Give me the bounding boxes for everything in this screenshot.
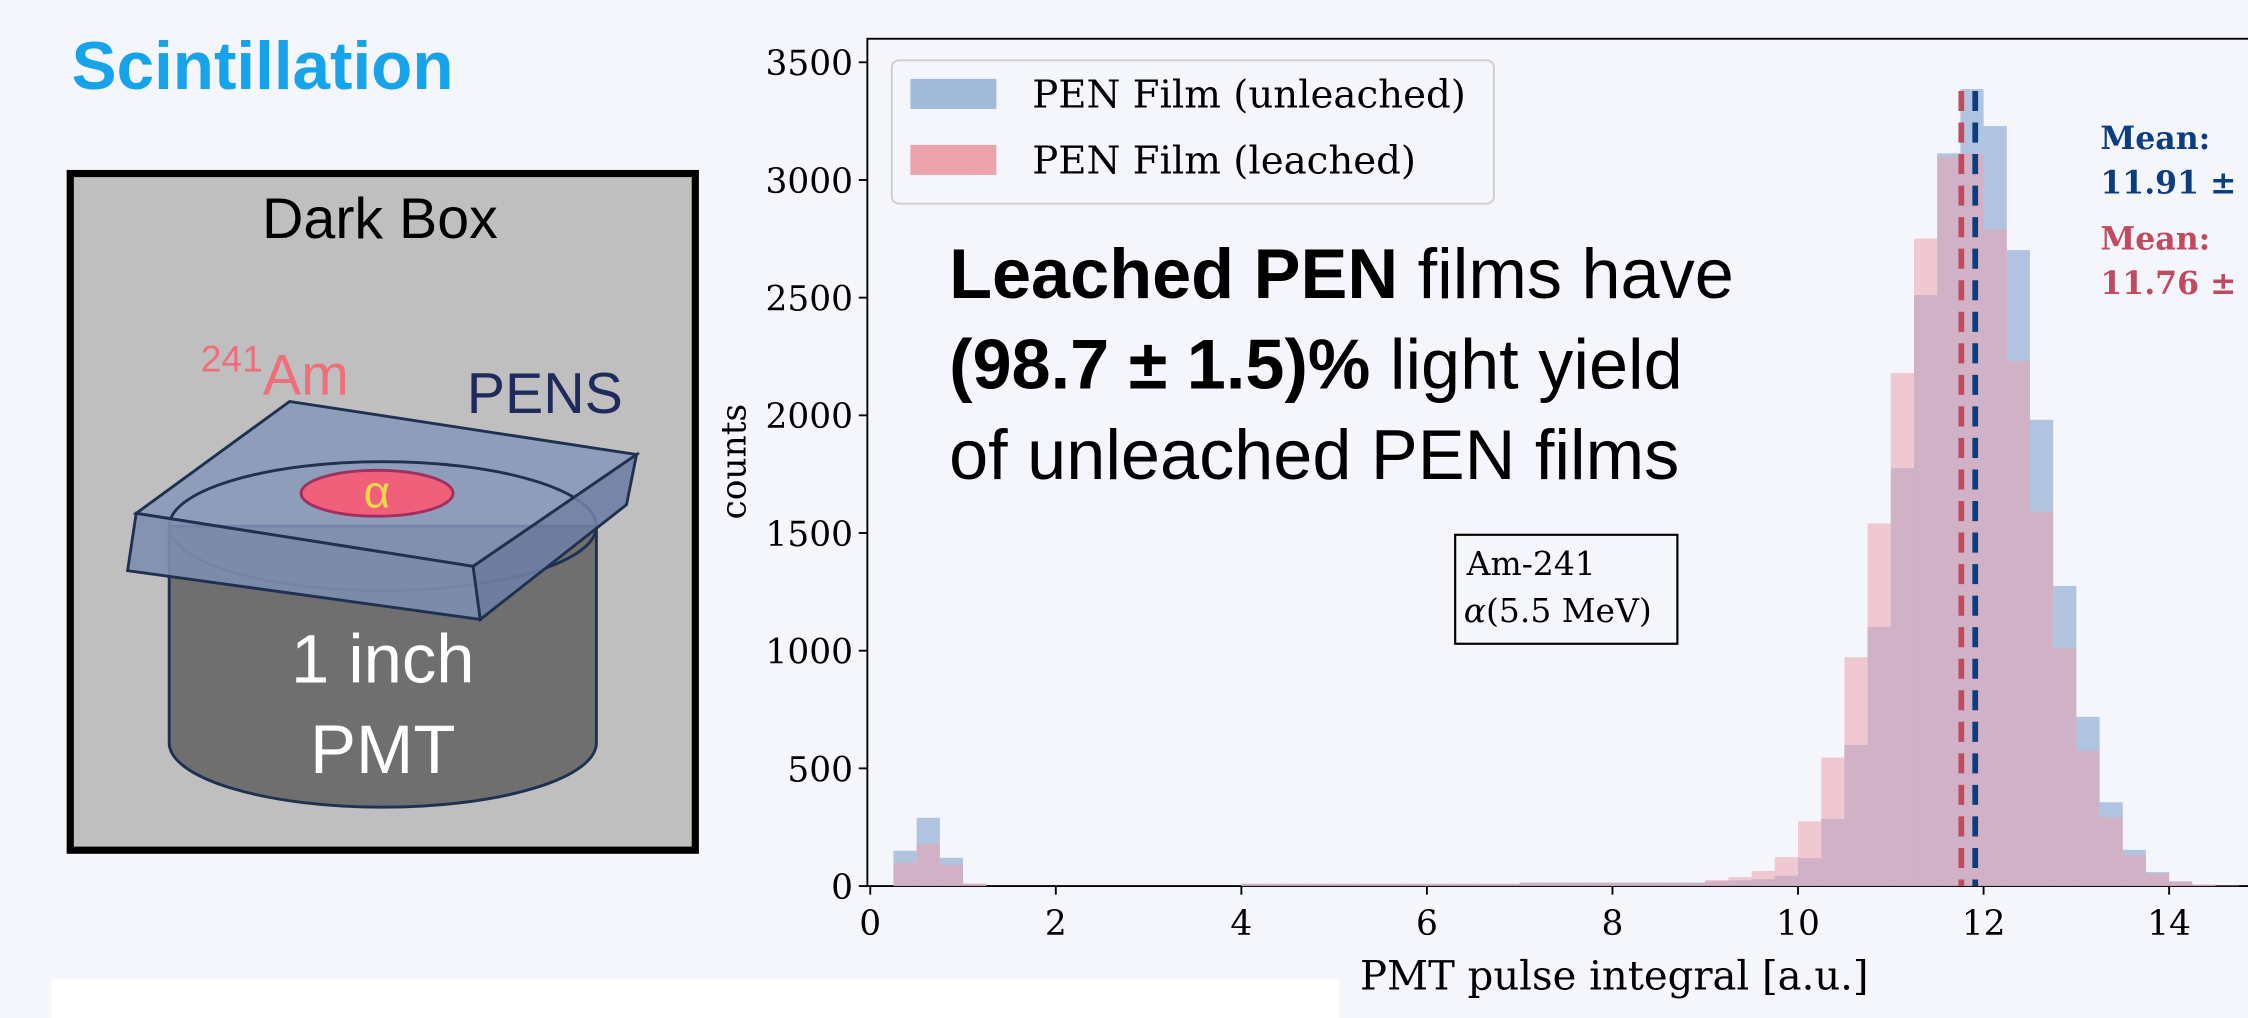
source-energy: (5.5 MeV) xyxy=(1486,591,1652,630)
bar xyxy=(1752,871,1775,886)
bar xyxy=(1659,883,1682,886)
film-label: PENS xyxy=(467,362,623,426)
y-tick-label: 2500 xyxy=(766,280,854,320)
isotope-symbol: Am xyxy=(263,343,349,407)
legend-label: PEN Film (unleached) xyxy=(1032,73,1466,118)
x-tick-label: 0 xyxy=(859,904,881,944)
annotation: Leached PEN films have (98.7 ± 1.5)% lig… xyxy=(949,234,1734,494)
x-axis-label: PMT pulse integral [a.u.] xyxy=(1360,953,1869,999)
bar xyxy=(1612,883,1635,886)
bar xyxy=(1589,883,1612,886)
bar xyxy=(1473,884,1496,886)
annotation-text: light yield xyxy=(1370,325,1682,404)
y-tick-label: 1000 xyxy=(766,633,854,673)
bar xyxy=(1821,758,1844,887)
bar xyxy=(1288,884,1311,886)
bar xyxy=(1334,884,1357,886)
legend-swatch xyxy=(910,145,996,175)
annotation-line: (98.7 ± 1.5)% light yield xyxy=(949,325,1683,404)
bar xyxy=(1868,523,1891,886)
particle-label: α xyxy=(364,466,391,518)
bar xyxy=(2053,648,2076,886)
x-tick-label: 12 xyxy=(1962,904,2006,944)
bar xyxy=(2123,855,2146,886)
box-label: Dark Box xyxy=(262,187,498,251)
bar xyxy=(1543,883,1566,886)
source-text: α(5.5 MeV) xyxy=(1464,591,1652,630)
source-symbol: α xyxy=(1464,591,1486,630)
pmt-label: PMT xyxy=(310,711,455,788)
bar xyxy=(1728,877,1751,886)
slide: Scintillation Dark Box 241Am PENS α 1 in… xyxy=(0,0,2248,1018)
bar xyxy=(963,884,986,886)
bar xyxy=(1937,157,1960,886)
bar xyxy=(1496,884,1519,886)
x-tick-label: 14 xyxy=(2147,904,2191,944)
legend-label: PEN Film (leached) xyxy=(1032,139,1416,184)
mean-label: 11.76 ± 0 xyxy=(2100,265,2248,302)
source-text: Am-241 xyxy=(1466,544,1596,583)
bar xyxy=(1775,857,1798,886)
bar xyxy=(1914,239,1937,886)
annotation-bold: (98.7 ± 1.5)% xyxy=(949,325,1370,404)
bar xyxy=(917,844,940,886)
bar xyxy=(893,863,916,887)
bar xyxy=(1241,884,1264,886)
y-tick-label: 3000 xyxy=(766,162,854,202)
y-tick-label: 2000 xyxy=(766,397,854,437)
annotation-line: Leached PEN films have xyxy=(949,234,1734,313)
mean-label: 11.91 ± 0 xyxy=(2100,165,2248,202)
y-tick-label: 0 xyxy=(831,868,853,908)
mean-title: Mean: xyxy=(2100,221,2210,258)
bar xyxy=(1404,884,1427,886)
bar xyxy=(1357,884,1380,886)
y-axis-label: counts xyxy=(715,404,755,520)
bar xyxy=(2192,885,2215,886)
bar xyxy=(1265,884,1288,886)
diagram: Dark Box 241Am PENS α 1 inch PMT xyxy=(70,174,695,851)
bar xyxy=(1381,884,1404,886)
bar xyxy=(2146,874,2169,886)
y-tick-label: 500 xyxy=(787,750,853,790)
bar xyxy=(1705,880,1728,886)
legend-swatch xyxy=(910,79,996,109)
bar xyxy=(2100,818,2123,886)
bar xyxy=(1566,883,1589,886)
bar xyxy=(1636,883,1659,886)
x-tick-label: 8 xyxy=(1602,904,1624,944)
x-tick-label: 10 xyxy=(1776,904,1820,944)
bar xyxy=(1844,657,1867,886)
bar xyxy=(1427,884,1450,886)
text-panel xyxy=(52,979,1339,1018)
pmt-label: 1 inch xyxy=(291,620,475,697)
isotope-mass: 241 xyxy=(201,337,263,379)
bar xyxy=(1798,821,1821,886)
x-tick-label: 6 xyxy=(1416,904,1438,944)
bar xyxy=(940,865,963,886)
annotation-line: of unleached PEN films xyxy=(949,415,1679,494)
bar xyxy=(1682,883,1705,886)
slide-title: Scintillation xyxy=(72,29,454,104)
x-tick-label: 2 xyxy=(1045,904,1067,944)
y-tick-label: 1500 xyxy=(766,515,854,555)
annotation-text: films have xyxy=(1398,234,1734,313)
bar xyxy=(1520,883,1543,886)
bar xyxy=(1891,373,1914,886)
bar xyxy=(1450,884,1473,886)
bar xyxy=(1984,230,2007,886)
mean-title: Mean: xyxy=(2100,120,2210,157)
bar xyxy=(2076,751,2099,886)
bar xyxy=(1311,884,1334,886)
y-tick-label: 3500 xyxy=(766,44,854,84)
bar xyxy=(2007,361,2030,886)
x-tick-label: 4 xyxy=(1230,904,1252,944)
bar xyxy=(2030,512,2053,886)
source-box: Am-241 α(5.5 MeV) xyxy=(1455,535,1677,644)
bar xyxy=(2169,882,2192,886)
annotation-bold: Leached PEN xyxy=(949,234,1398,313)
